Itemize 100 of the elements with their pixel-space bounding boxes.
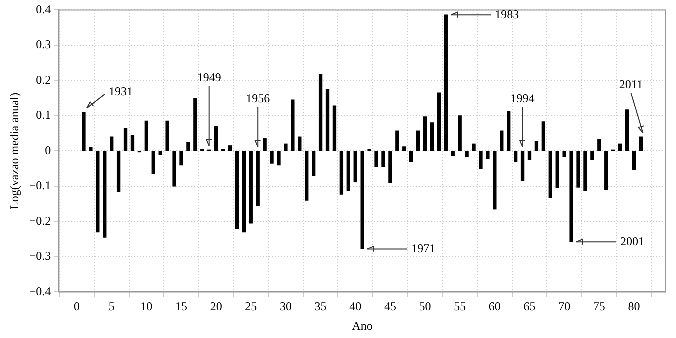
bar xyxy=(416,130,420,152)
bar xyxy=(625,110,630,152)
x-tick-label: 5 xyxy=(108,300,115,314)
bar xyxy=(346,151,350,192)
y-tick-label: −0.2 xyxy=(29,214,52,228)
bar xyxy=(354,151,358,183)
bar xyxy=(472,144,476,152)
y-tick-label: −0.3 xyxy=(29,249,52,264)
bar xyxy=(124,128,128,152)
bar xyxy=(493,151,497,210)
bar xyxy=(548,151,552,198)
y-tick-label: 0.4 xyxy=(36,2,52,16)
y-tick-label: −0.1 xyxy=(29,178,52,193)
bar xyxy=(542,122,546,152)
bar xyxy=(534,141,539,152)
bar xyxy=(423,116,428,152)
annotation: 1983 xyxy=(495,7,520,22)
bar xyxy=(340,151,344,195)
annotation: 2001 xyxy=(620,234,645,248)
bar xyxy=(270,151,274,164)
bar xyxy=(228,146,232,152)
bar xyxy=(618,144,622,152)
bar xyxy=(562,151,566,158)
bar xyxy=(263,138,267,152)
bar xyxy=(326,89,330,152)
bar xyxy=(465,151,469,158)
bar xyxy=(235,151,240,230)
annotation: 1994 xyxy=(510,91,535,106)
bar xyxy=(437,92,442,152)
x-tick-label: 80 xyxy=(628,300,640,314)
bar xyxy=(284,144,288,152)
bar xyxy=(500,130,504,152)
bar xyxy=(576,151,580,188)
bar xyxy=(103,151,107,238)
bar xyxy=(486,151,490,160)
bar xyxy=(458,116,462,152)
y-tick-label: 0.1 xyxy=(36,108,52,122)
bar xyxy=(152,151,156,174)
x-tick-label: 75 xyxy=(593,300,606,314)
bar xyxy=(242,151,246,233)
bar xyxy=(291,100,295,152)
x-tick-label: 25 xyxy=(245,300,258,314)
x-tick-label: 10 xyxy=(140,300,153,314)
bar xyxy=(402,146,406,152)
y-tick-label: 0 xyxy=(45,143,52,158)
bar xyxy=(590,151,594,160)
x-tick-label: 45 xyxy=(384,300,396,314)
x-tick-label: 70 xyxy=(558,300,571,314)
bar xyxy=(570,151,574,242)
bar xyxy=(598,139,602,152)
bar xyxy=(514,151,518,162)
bar xyxy=(298,136,302,152)
bar xyxy=(249,151,253,224)
x-tick-label: 0 xyxy=(74,300,80,314)
bar xyxy=(382,151,386,168)
x-tick-label: 40 xyxy=(350,300,362,314)
bar xyxy=(639,136,644,152)
annotation: 2011 xyxy=(619,77,643,92)
bar xyxy=(396,130,400,152)
bar xyxy=(374,151,378,168)
bar xyxy=(158,151,162,156)
bar xyxy=(584,151,588,192)
bar xyxy=(520,151,525,182)
x-tick-label: 55 xyxy=(454,300,466,314)
bar xyxy=(388,151,392,184)
bar xyxy=(186,142,190,152)
bar xyxy=(479,151,483,170)
annotation: 1949 xyxy=(197,70,222,84)
annotation: 1971 xyxy=(412,241,436,256)
bar xyxy=(180,151,184,166)
bar xyxy=(89,147,93,152)
bar xyxy=(430,122,434,152)
y-tick-label: 0.2 xyxy=(36,72,52,87)
bar xyxy=(410,151,414,162)
bar xyxy=(130,135,135,152)
x-tick-label: 60 xyxy=(488,300,501,314)
x-tick-label: 35 xyxy=(314,300,327,314)
bar xyxy=(556,151,560,188)
bar xyxy=(507,111,511,152)
x-tick-label: 20 xyxy=(210,300,222,314)
bar xyxy=(144,120,148,152)
bar xyxy=(116,151,121,192)
bar xyxy=(528,151,532,160)
y-tick-label: −0.4 xyxy=(29,284,52,298)
bar xyxy=(214,126,218,152)
bar xyxy=(604,151,608,190)
bar xyxy=(305,151,309,201)
bar xyxy=(96,151,100,233)
bar xyxy=(312,151,316,176)
annotation: 1956 xyxy=(246,91,270,106)
bar xyxy=(360,151,364,250)
bar xyxy=(632,151,636,170)
bar xyxy=(110,136,114,152)
bar xyxy=(82,112,86,152)
bar xyxy=(172,151,176,187)
y-tick-label: 0.3 xyxy=(36,38,52,52)
annotation: 1931 xyxy=(108,84,133,99)
bar xyxy=(444,14,448,152)
bar xyxy=(277,151,281,166)
x-tick-label: 15 xyxy=(175,300,188,314)
